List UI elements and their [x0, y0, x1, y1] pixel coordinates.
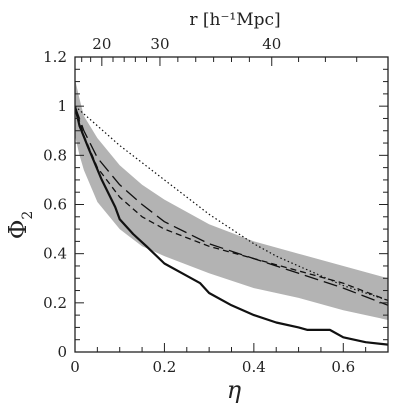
series-line-long-dash — [75, 105, 388, 306]
y-axis-label: Φ2 — [4, 211, 36, 240]
x-tick-label: 0 — [70, 358, 80, 376]
y-tick-label: 0.2 — [43, 294, 67, 312]
series-line-short-dash — [75, 106, 388, 302]
top-tick-label: 30 — [150, 35, 169, 53]
top-tick-label: 20 — [92, 35, 111, 53]
y-tick-label: 1.2 — [43, 48, 67, 66]
x-tick-label: 0.2 — [152, 358, 176, 376]
y-axis-label-main: Φ — [4, 220, 32, 240]
x-tick-label: 0.4 — [242, 358, 266, 376]
top-axis-label: r [h⁻¹Mpc] — [189, 10, 280, 30]
y-tick-label: 1 — [57, 97, 67, 115]
y-tick-label: 0.4 — [43, 245, 67, 263]
y-axis-label-subscript: 2 — [20, 211, 36, 220]
x-tick-label: 0.6 — [331, 358, 355, 376]
y-tick-label: 0 — [57, 343, 67, 361]
uncertainty-band — [75, 79, 388, 320]
y-tick-label: 0.6 — [43, 196, 67, 214]
series-line-dotted — [75, 105, 388, 301]
top-tick-label: 40 — [262, 35, 281, 53]
x-axis-label: η — [227, 376, 242, 404]
plot-area — [75, 79, 388, 346]
series-line-solid — [75, 105, 388, 346]
y-tick-label: 0.8 — [43, 146, 67, 164]
svg-text:Φ2: Φ2 — [4, 211, 36, 240]
